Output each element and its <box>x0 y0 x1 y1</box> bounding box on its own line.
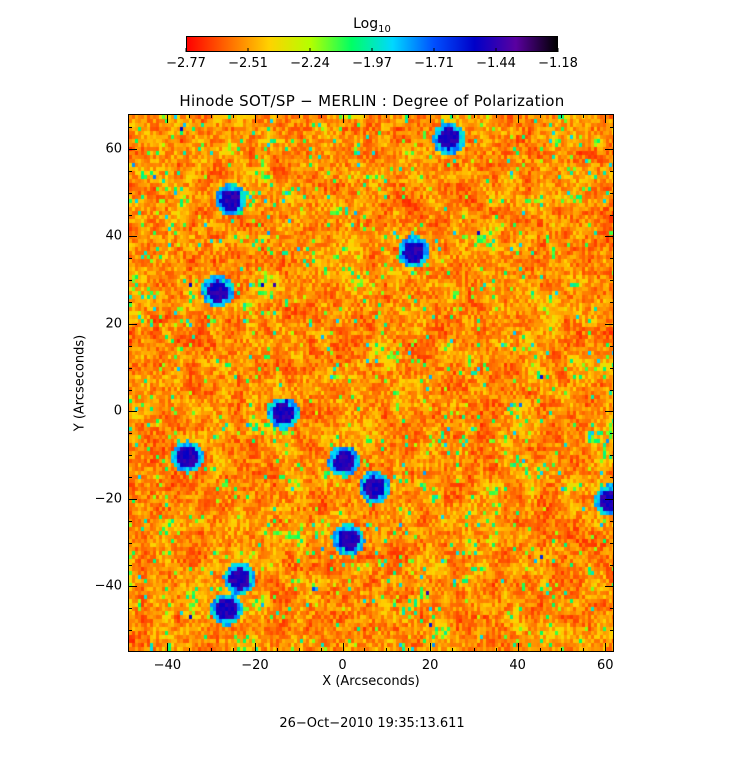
plot-frame <box>128 114 614 652</box>
colorbar-tick-label: −2.24 <box>290 56 330 71</box>
colorbar-title: Log10 <box>0 16 744 35</box>
colorbar-title-subscript: 10 <box>378 23 391 35</box>
colorbar-tick-label: −1.71 <box>414 56 454 71</box>
y-tick-label: −20 <box>94 491 122 507</box>
x-tick-label: 40 <box>509 658 526 673</box>
x-tick-label: 0 <box>338 658 347 673</box>
timestamp: 26−Oct−2010 19:35:13.611 <box>279 716 465 731</box>
x-axis-label: X (Arcseconds) <box>322 674 420 689</box>
colorbar-tick-label: −1.97 <box>352 56 392 71</box>
y-tick-label: 60 <box>105 141 122 157</box>
y-tick-label: 40 <box>105 228 122 244</box>
colorbar-title-text: Log <box>353 16 379 32</box>
y-tick-label: −40 <box>94 578 122 594</box>
colorbar-tick-labels: −2.77 −2.51 −2.24 −1.97 −1.71 −1.44 −1.18 <box>0 0 744 80</box>
x-tick-label: 20 <box>421 658 439 673</box>
x-tick-label: −40 <box>153 658 182 673</box>
y-tick-label: 0 <box>113 403 122 419</box>
y-axis-label: Y (Arcseconds) <box>72 334 88 432</box>
y-tick-label: 20 <box>105 316 122 332</box>
x-tick-label: 60 <box>596 658 614 673</box>
colorbar-tick-label: −1.18 <box>538 56 578 71</box>
x-tick-label: −20 <box>241 658 269 673</box>
chart-title: Hinode SOT/SP − MERLIN : Degree of Polar… <box>179 92 565 110</box>
polarization-heatmap <box>129 115 613 651</box>
colorbar-tick-label: −1.44 <box>476 56 516 71</box>
colorbar-tick-label: −2.51 <box>228 56 268 71</box>
colorbar-tick-label: −2.77 <box>166 56 206 71</box>
